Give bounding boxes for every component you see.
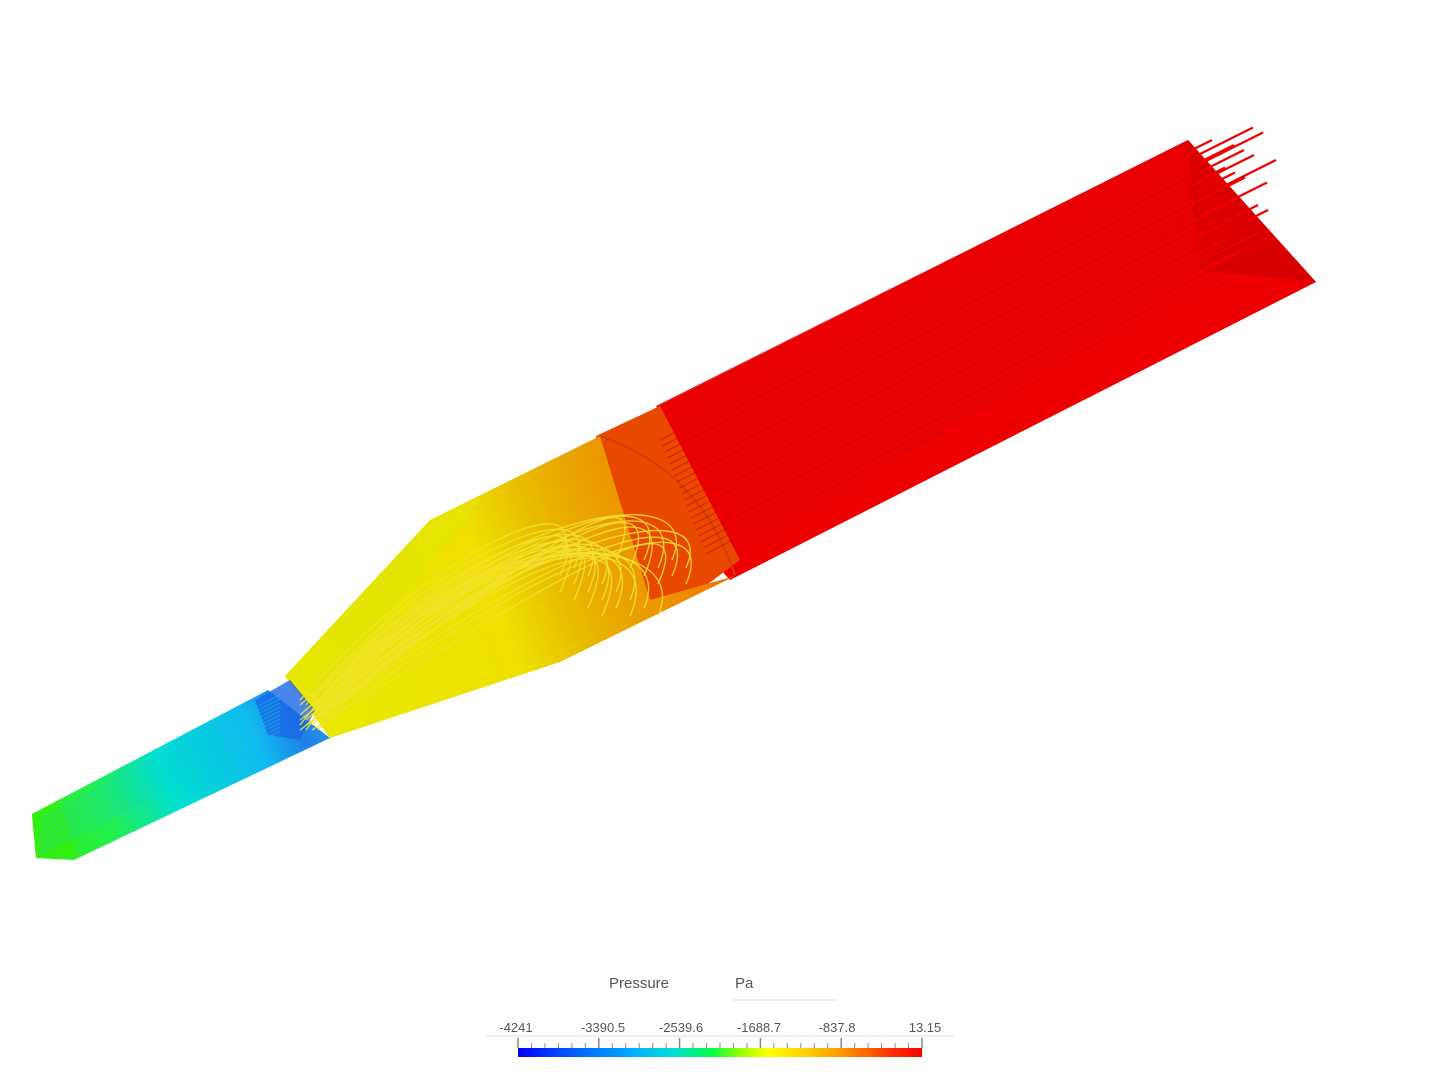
streamline	[39, 718, 281, 843]
streamline	[317, 557, 613, 711]
streamline	[299, 521, 640, 721]
streamline	[323, 551, 623, 701]
streamline-tail	[1199, 159, 1277, 199]
streamline-tail	[1195, 194, 1227, 211]
streamline	[317, 514, 678, 706]
streamline-tail	[1199, 226, 1250, 253]
streamline-tail	[1191, 139, 1213, 151]
streamline	[39, 722, 281, 847]
streamline	[39, 726, 281, 851]
streamline	[299, 523, 567, 701]
streamline	[678, 217, 1205, 489]
streamline	[705, 283, 1225, 555]
streamline	[323, 516, 626, 716]
streamline-tail	[1199, 204, 1259, 235]
streamline	[39, 714, 281, 839]
streamline	[681, 223, 1207, 495]
streamline	[305, 515, 651, 711]
streamline	[323, 529, 691, 711]
streamline-tail	[1195, 149, 1245, 175]
streamline	[676, 211, 1203, 483]
streamline-tail	[1191, 244, 1219, 259]
transition-zone	[596, 406, 740, 600]
streamline-tail	[1195, 216, 1218, 229]
streamline	[693, 253, 1216, 525]
streamline-tail	[1195, 126, 1254, 157]
streamline	[39, 694, 281, 819]
streamline	[702, 277, 1223, 549]
streamline-tail	[1191, 131, 1264, 169]
streamline	[700, 271, 1221, 543]
legend-color-bar	[486, 999, 954, 1057]
streamline	[683, 229, 1209, 501]
streamline	[666, 187, 1196, 459]
streamline	[311, 543, 667, 731]
streamline-tail	[1191, 154, 1255, 187]
streamline	[695, 259, 1218, 531]
outlet-duct	[600, 140, 1316, 580]
streamline-tail	[1199, 249, 1241, 271]
streamline	[690, 247, 1214, 519]
streamline	[39, 702, 281, 827]
streamline	[317, 536, 679, 721]
streamline-tail	[1191, 236, 1270, 277]
streamline-tail	[1191, 199, 1237, 223]
streamline-tail	[1195, 209, 1269, 247]
streamline	[311, 554, 599, 706]
streamline	[659, 169, 1191, 441]
streamline-tail	[1195, 171, 1236, 193]
streamline	[39, 730, 281, 855]
streamline	[39, 710, 281, 835]
streamline-tail	[1191, 221, 1228, 241]
streamline-tail	[1191, 176, 1246, 205]
streamline-tail	[1195, 231, 1260, 265]
streamline	[674, 205, 1202, 477]
streamline	[688, 241, 1212, 513]
streamline	[698, 265, 1220, 537]
streamline	[305, 549, 586, 701]
streamline	[39, 698, 281, 823]
streamline	[671, 199, 1200, 471]
streamline	[686, 235, 1211, 507]
outlet-streamline-tails	[1191, 126, 1277, 277]
streamline	[662, 175, 1193, 447]
streamline-tail	[1199, 144, 1235, 163]
streamline	[664, 181, 1194, 453]
streamline	[323, 541, 692, 726]
streamlines	[39, 169, 1225, 855]
legend-tick-marks	[517, 1038, 923, 1048]
streamline	[39, 706, 281, 831]
streamline-tail	[1199, 166, 1226, 181]
streamline	[305, 526, 653, 726]
streamline-tail	[1199, 181, 1268, 217]
streamline	[669, 193, 1198, 465]
